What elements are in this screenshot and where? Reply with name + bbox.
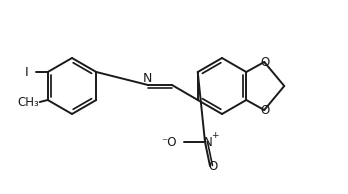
Text: I: I	[25, 66, 29, 79]
Text: CH₃: CH₃	[17, 96, 39, 109]
Text: O: O	[261, 55, 270, 68]
Text: O: O	[261, 104, 270, 117]
Text: ⁻O: ⁻O	[161, 135, 177, 148]
Text: +: +	[211, 132, 219, 140]
Text: O: O	[208, 159, 218, 172]
Text: N: N	[142, 72, 152, 85]
Text: N: N	[204, 135, 212, 148]
